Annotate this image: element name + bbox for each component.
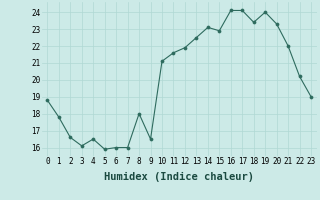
X-axis label: Humidex (Indice chaleur): Humidex (Indice chaleur): [104, 172, 254, 182]
